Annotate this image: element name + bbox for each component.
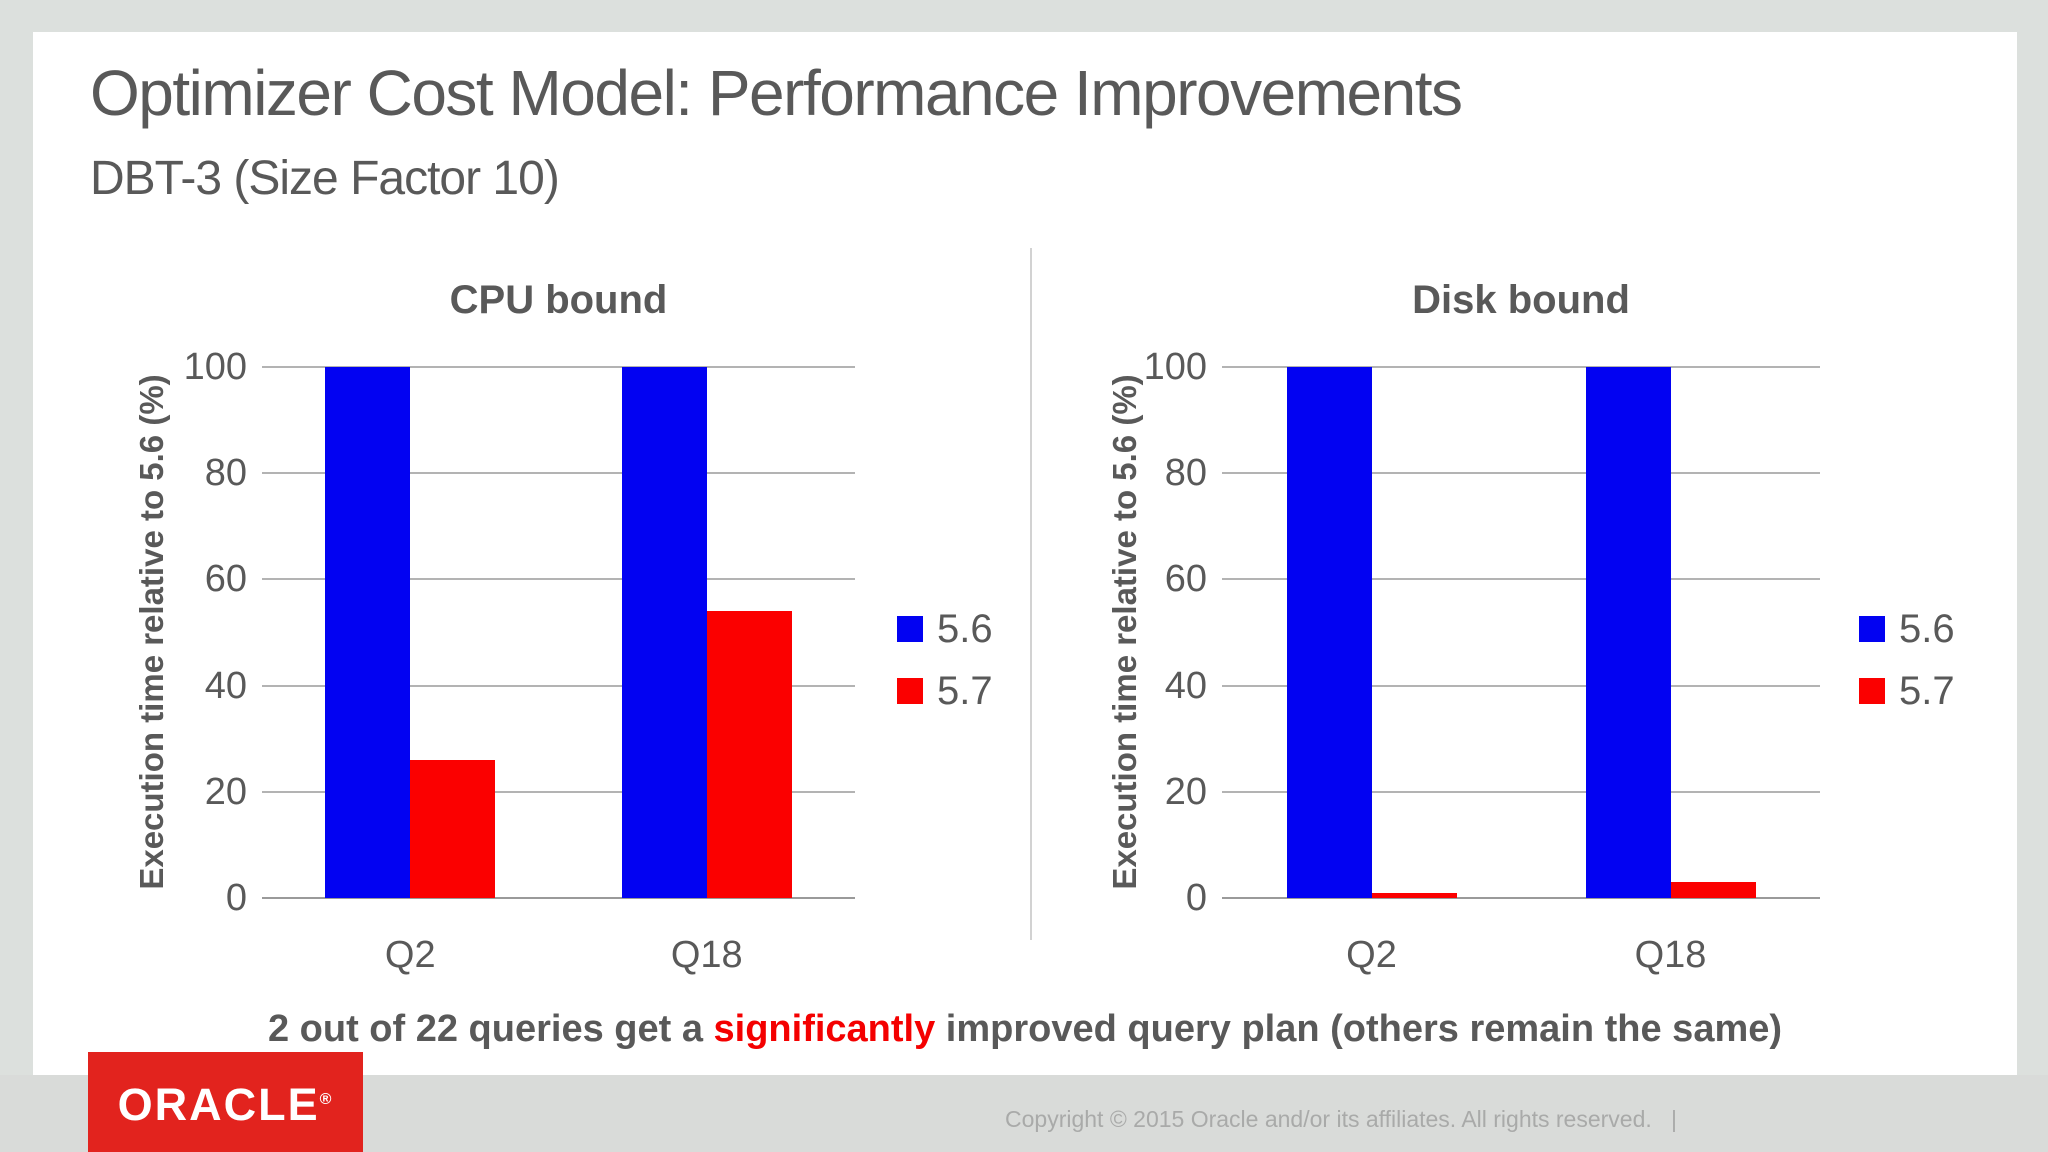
- gridline-40: [262, 684, 855, 687]
- footnote-prefix: 2 out of 22 queries get a: [267, 1008, 714, 1050]
- y-axis-tick-label: 0: [225, 877, 247, 919]
- legend-entry-57: 5.7: [1859, 668, 1955, 714]
- gridline-100: [1222, 366, 1820, 368]
- legend-swatch-blue: [897, 616, 923, 642]
- gridline-80: [262, 472, 855, 475]
- bar-56-Q2: [1286, 367, 1372, 898]
- copyright-text: Copyright © 2015 Oracle and/or its affil…: [1005, 1106, 1677, 1132]
- charts-divider: [1030, 248, 1032, 940]
- y-axis-tick-label: 20: [204, 770, 247, 813]
- registered-trademark-symbol: ®: [319, 1091, 334, 1108]
- page-subtitle: DBT-3 (Size Factor 10): [90, 152, 560, 205]
- bar-57-Q18: [706, 611, 792, 898]
- footnote-suffix: improved query plan (others remain the s…: [935, 1008, 1783, 1050]
- gridline-60: [262, 578, 855, 581]
- oracle-wordmark: ORACLE: [117, 1079, 320, 1130]
- y-axis-tick-label: 100: [1143, 346, 1207, 388]
- legend-label: 5.6: [937, 607, 993, 651]
- legend-label: 5.7: [937, 669, 993, 713]
- legend-entry-56: 5.6: [1859, 606, 1955, 652]
- footnote: 2 out of 22 queries get a significantly …: [33, 1004, 2017, 1054]
- y-axis-tick-label: 80: [1164, 452, 1207, 495]
- y-axis-tick-label: 80: [204, 452, 247, 495]
- chart-title-cpu-bound: CPU bound: [449, 278, 668, 322]
- category-label-Q2: Q2: [384, 934, 436, 976]
- category-label-Q18: Q18: [1634, 934, 1707, 976]
- gridline-0: [1222, 897, 1820, 899]
- bar-56-Q2: [325, 367, 411, 898]
- y-axis-tick-label: 60: [204, 558, 247, 601]
- legend-swatch-red: [897, 678, 923, 704]
- gridline-20: [1222, 790, 1820, 793]
- gridline-60: [1222, 578, 1820, 581]
- gridline-0: [262, 897, 855, 899]
- y-axis-tick-label: 20: [1164, 770, 1207, 813]
- y-axis-tick-label: 40: [1164, 664, 1207, 707]
- gridline-100: [262, 366, 855, 368]
- legend-entry-57: 5.7: [897, 668, 993, 714]
- y-axis-tick-label: 40: [204, 664, 247, 707]
- legend-label: 5.6: [1899, 607, 1955, 651]
- y-axis-tick-label: 0: [1185, 877, 1207, 919]
- legend-label: 5.7: [1899, 669, 1955, 713]
- y-axis-tick-label: 60: [1164, 558, 1207, 601]
- footnote-highlight: significantly: [713, 1008, 936, 1050]
- y-axis-title-disk: Execution time relative to 5.6 (%): [1106, 374, 1143, 890]
- gridline-40: [1222, 684, 1820, 687]
- y-axis-tick-label: 100: [183, 346, 247, 388]
- oracle-logo: ORACLE®: [88, 1052, 363, 1152]
- gridline-80: [1222, 472, 1820, 475]
- category-label-Q18: Q18: [670, 934, 743, 976]
- chart-title-disk-bound: Disk bound: [1412, 278, 1630, 322]
- bar-57-Q18: [1670, 882, 1756, 898]
- gridline-20: [262, 790, 855, 793]
- category-label-Q2: Q2: [1346, 934, 1397, 976]
- bar-56-Q18: [1585, 367, 1671, 898]
- oracle-logo-text: ORACLE®: [118, 1077, 334, 1127]
- page-title: Optimizer Cost Model: Performance Improv…: [90, 57, 1463, 129]
- y-axis-title-cpu: Execution time relative to 5.6 (%): [133, 374, 170, 890]
- legend-swatch-blue: [1859, 616, 1885, 642]
- bar-57-Q2: [1371, 892, 1457, 898]
- bar-56-Q18: [621, 367, 707, 898]
- legend-swatch-red: [1859, 678, 1885, 704]
- bar-57-Q2: [410, 759, 496, 898]
- legend-entry-56: 5.6: [897, 606, 993, 652]
